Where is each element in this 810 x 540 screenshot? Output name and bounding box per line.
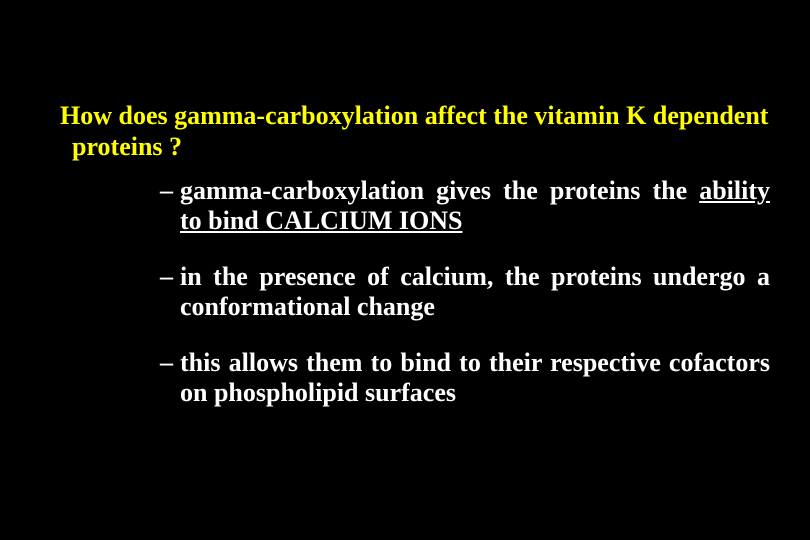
- slide: How does gamma-carboxylation affect the …: [0, 0, 810, 540]
- bullet-item: in the presence of calcium, the proteins…: [160, 262, 770, 322]
- bullet-text-pre: gamma-carboxylation gives the proteins t…: [180, 176, 699, 205]
- slide-heading: How does gamma-carboxylation affect the …: [72, 100, 770, 162]
- bullet-text-pre: in the presence of calcium, the proteins…: [180, 262, 770, 321]
- bullet-text-pre: this allows them to bind to their respec…: [180, 348, 770, 407]
- bullet-item: this allows them to bind to their respec…: [160, 348, 770, 408]
- bullet-list: gamma-carboxylation gives the proteins t…: [160, 176, 770, 407]
- bullet-item: gamma-carboxylation gives the proteins t…: [160, 176, 770, 236]
